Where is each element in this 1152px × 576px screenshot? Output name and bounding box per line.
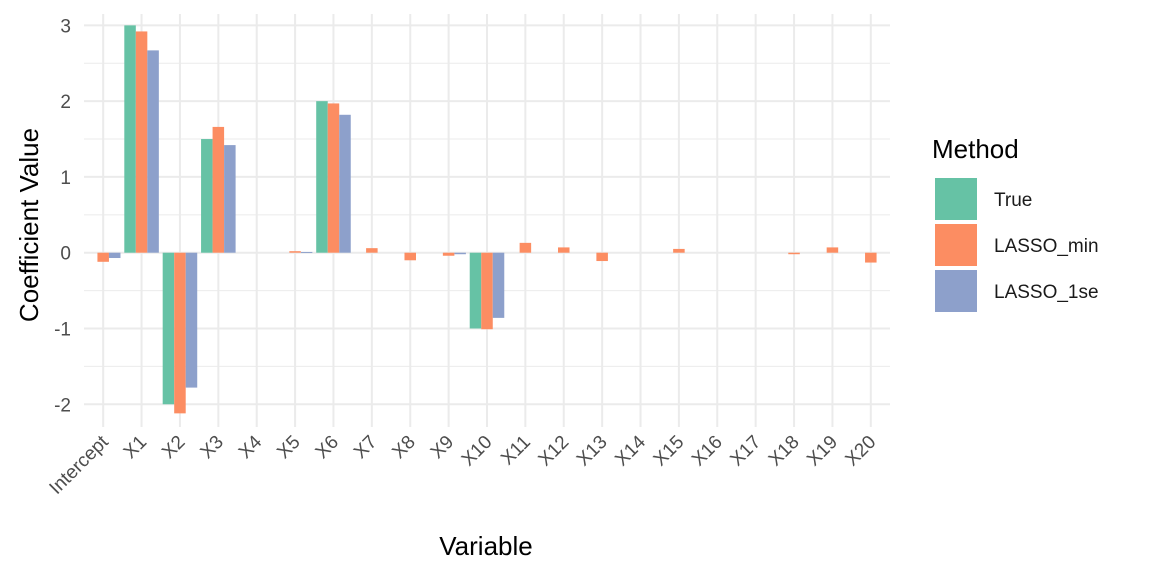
bar-lasso-1se-x2 [185, 252, 198, 388]
bar-lasso-min-x11 [519, 242, 532, 253]
x-tick-label: X4 [235, 431, 267, 463]
y-tick-label: 0 [60, 244, 71, 265]
bar-lasso-min-x7 [366, 248, 378, 253]
bar-lasso-min-x8 [404, 252, 416, 261]
bar-true-x6 [316, 101, 328, 253]
x-tick-label: X20 [842, 432, 881, 471]
bar-true-x1 [124, 25, 136, 253]
legend: Method True LASSO_min LASSO_1se [932, 134, 1099, 312]
y-tick-label: 2 [60, 92, 71, 113]
x-tick-label: X6 [312, 432, 343, 463]
x-tick-label: X9 [427, 432, 458, 463]
bar-lasso-min-x10 [481, 252, 493, 330]
legend-key-lasso-1se [935, 270, 977, 312]
x-tick-label: X11 [497, 432, 535, 470]
legend-label: LASSO_min [994, 236, 1099, 257]
x-tick-label: X10 [458, 432, 497, 471]
x-tick-label: X8 [388, 432, 419, 463]
bar-lasso-1se-x3 [224, 145, 236, 253]
y-tick-label: 3 [60, 16, 71, 37]
bar-lasso-min-x5 [289, 251, 301, 253]
bar-lasso-1se-x9 [454, 252, 466, 255]
bar-lasso-min-x9 [442, 252, 455, 256]
x-tick-label: X2 [158, 432, 189, 463]
x-tick-label: X5 [273, 432, 304, 463]
bar-lasso-1se-x5 [300, 251, 313, 253]
x-tick-label: X19 [803, 432, 842, 471]
bar-lasso-min-x1 [135, 31, 148, 253]
legend-label: LASSO_1se [994, 282, 1099, 303]
bar-lasso-min-x12 [558, 247, 570, 253]
x-tick-label: X14 [611, 431, 650, 470]
bar-lasso-min-x3 [212, 126, 225, 253]
legend-key-true [935, 178, 977, 220]
bar-true-x10 [469, 252, 482, 329]
legend-title: Method [932, 134, 1019, 164]
legend-label: True [994, 190, 1032, 211]
bar-true-x2 [162, 252, 175, 405]
x-tick-label: Intercept [46, 431, 114, 499]
y-tick-label: -2 [54, 395, 71, 416]
bar-lasso-1se-x6 [339, 114, 351, 253]
bar-lasso-min-x18 [788, 252, 800, 255]
bar-lasso-1se-intercept [108, 252, 121, 259]
bar-lasso-min-x13 [596, 252, 608, 262]
y-tick-label: -1 [54, 319, 71, 340]
bar-true-x3 [201, 139, 213, 253]
bar-lasso-min-x15 [673, 248, 685, 253]
x-tick-label: X1 [120, 432, 151, 463]
bar-lasso-min-intercept [97, 252, 109, 262]
y-axis-tick-labels: -2 -1 0 1 2 3 [54, 16, 71, 416]
bar-lasso-min-x19 [826, 247, 839, 253]
x-axis-title: Variable [439, 531, 532, 561]
bar-lasso-1se-x1 [147, 50, 159, 253]
x-axis-tick-labels: Intercept X1 X2 X3 X4 X5 X6 X7 X8 X9 X10 X11 X12 X13 X… [46, 431, 881, 499]
x-tick-label: X13 [573, 432, 612, 471]
bar-lasso-1se-x10 [492, 252, 505, 318]
x-tick-label: X18 [765, 432, 804, 471]
x-tick-label: X16 [688, 432, 727, 471]
bar-lasso-min-x2 [174, 252, 186, 414]
x-tick-label: X12 [535, 432, 574, 471]
x-tick-label: X17 [726, 432, 765, 471]
x-tick-label: X3 [197, 432, 228, 463]
bar-lasso-min-x6 [327, 103, 340, 253]
x-tick-label: X15 [650, 432, 689, 471]
y-tick-label: 1 [60, 168, 71, 189]
bar-lasso-min-x20 [865, 252, 877, 263]
y-axis-title: Coefficient Value [14, 128, 44, 322]
bars [97, 25, 877, 414]
x-tick-label: X7 [350, 432, 381, 463]
legend-key-lasso-min [935, 224, 977, 266]
